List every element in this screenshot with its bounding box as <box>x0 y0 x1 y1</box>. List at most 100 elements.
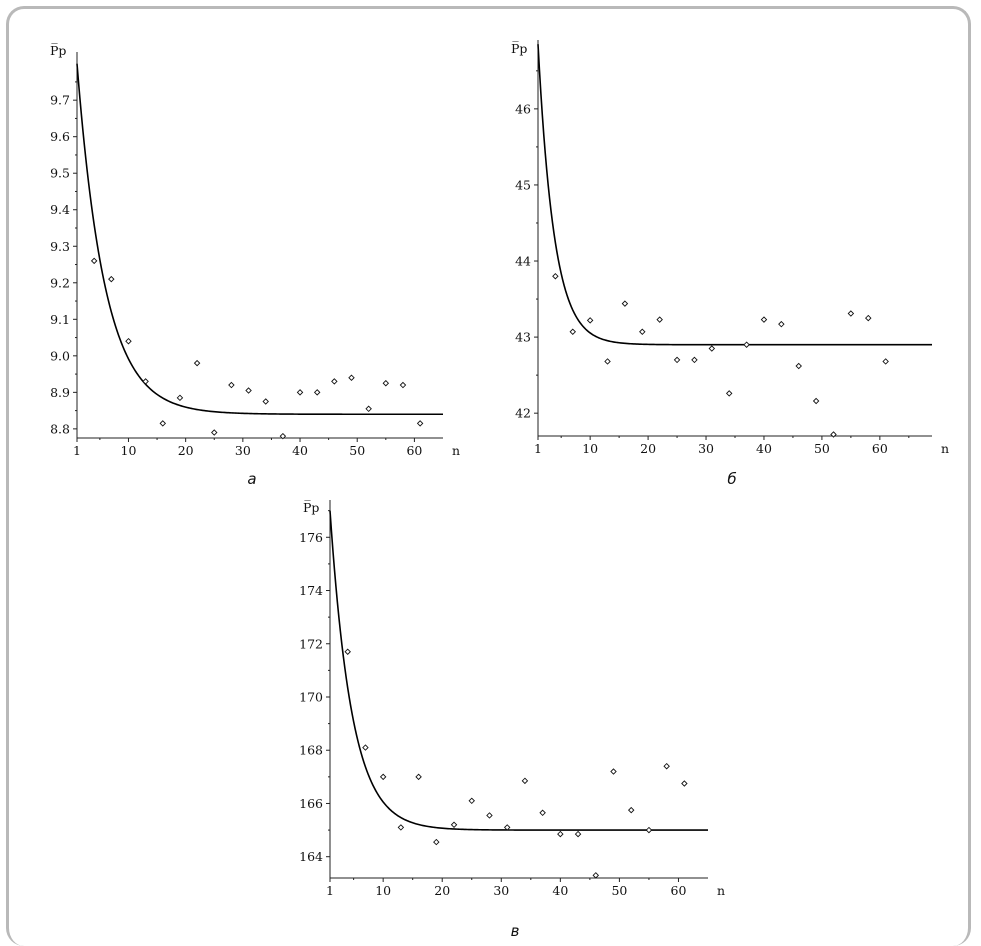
data-point <box>382 379 390 387</box>
data-point <box>348 374 355 381</box>
y-tick-label: 9.6 <box>50 129 70 144</box>
x-tick-label: 60 <box>406 443 422 458</box>
y-tick-label: 43 <box>515 330 531 345</box>
y-tick-label: 170 <box>299 689 323 704</box>
data-point <box>503 824 511 831</box>
data-point <box>228 381 235 389</box>
y-tick-label: 46 <box>515 101 531 116</box>
data-point <box>262 398 269 405</box>
fit-curve <box>537 44 932 346</box>
data-point <box>279 432 287 440</box>
data-point <box>433 838 440 846</box>
y-tick-label: 8.8 <box>50 421 70 436</box>
data-point <box>795 362 802 370</box>
x-tick-label: 20 <box>178 443 194 458</box>
x-axis-label: n <box>452 443 460 458</box>
data-point <box>569 328 577 336</box>
chart-panel-1: 1 10 20 30 40 50 60 n 42 43 44 45 46 P̅р б <box>511 40 949 488</box>
y-tick-label: 9.1 <box>50 312 70 327</box>
y-tick-label: 168 <box>299 743 323 758</box>
data-point <box>193 359 201 367</box>
data-point <box>778 320 785 328</box>
data-point <box>708 345 716 352</box>
y-tick-label: 8.9 <box>50 385 70 400</box>
data-point <box>586 317 594 324</box>
data-point <box>539 809 546 817</box>
fit-curve <box>329 510 708 831</box>
panel-label: а <box>247 470 256 488</box>
fit-curve <box>76 63 443 416</box>
x-tick-label: 40 <box>292 443 308 458</box>
data-point <box>760 316 768 323</box>
data-point <box>416 420 424 427</box>
data-point <box>344 648 351 655</box>
data-point <box>125 337 132 345</box>
x-tick-label: 20 <box>434 883 450 898</box>
chart-panel-0: 1 10 20 30 40 50 60 n 8.8 8.9 9.0 9.1 9.2 9.3 9.4 9.5 9.… <box>50 43 460 488</box>
data-point <box>108 275 115 283</box>
data-point <box>468 797 475 805</box>
x-tick-label: 1 <box>73 443 81 458</box>
data-point <box>865 314 872 322</box>
x-tick-label: 1 <box>534 441 542 456</box>
y-tick-label: 45 <box>515 177 531 192</box>
panel-label: б <box>727 470 736 488</box>
y-tick-label: 176 <box>299 530 323 545</box>
x-tick-label: 1 <box>326 883 334 898</box>
data-point <box>725 390 733 397</box>
data-point <box>415 773 422 781</box>
y-tick-label: 9.7 <box>50 93 70 108</box>
data-point <box>552 272 559 280</box>
data-point <box>379 773 387 781</box>
x-axis-label: n <box>941 441 949 456</box>
y-tick-label: 9.2 <box>50 275 70 290</box>
data-point <box>830 431 837 438</box>
y-axis-label: P̅р <box>511 41 527 56</box>
data-point <box>296 389 304 396</box>
data-point <box>397 824 405 831</box>
x-tick-label: 50 <box>349 443 365 458</box>
data-point <box>673 356 681 364</box>
x-tick-label: 40 <box>552 883 568 898</box>
y-tick-label: 42 <box>515 406 531 421</box>
data-point <box>681 780 688 787</box>
x-tick-label: 10 <box>121 443 137 458</box>
data-point <box>362 744 369 751</box>
data-point <box>610 768 617 775</box>
x-tick-label: 30 <box>698 441 714 456</box>
data-point <box>574 830 582 838</box>
data-point <box>211 429 218 436</box>
chart-panel-2: 1 10 20 30 40 50 60 n 164 166 168 170 172 174 176 P̅р в <box>299 500 725 940</box>
data-point <box>331 378 338 385</box>
data-point <box>639 328 646 336</box>
x-tick-label: 60 <box>671 883 687 898</box>
y-axis-label: P̅р <box>50 43 66 58</box>
data-point <box>521 777 529 785</box>
data-point <box>604 358 611 365</box>
y-axis-label: P̅р <box>303 500 319 515</box>
data-point <box>812 397 820 405</box>
x-tick-label: 10 <box>582 441 598 456</box>
data-point <box>450 821 458 828</box>
y-tick-label: 166 <box>299 796 323 811</box>
data-point <box>142 378 149 385</box>
data-point <box>882 358 889 365</box>
data-point <box>313 389 321 396</box>
data-point <box>159 420 167 427</box>
x-axis-label: n <box>717 883 725 898</box>
data-point <box>663 762 670 770</box>
x-tick-label: 50 <box>814 441 830 456</box>
figure-frame <box>6 6 971 946</box>
y-tick-label: 174 <box>299 583 323 598</box>
data-point <box>245 387 252 394</box>
x-tick-label: 50 <box>611 883 627 898</box>
y-tick-label: 172 <box>299 636 323 651</box>
x-tick-label: 10 <box>375 883 391 898</box>
data-point <box>90 257 98 265</box>
x-tick-label: 30 <box>493 883 509 898</box>
y-tick-label: 9.3 <box>50 239 70 254</box>
data-point <box>557 830 564 838</box>
data-point <box>645 826 653 834</box>
x-tick-label: 60 <box>872 441 888 456</box>
